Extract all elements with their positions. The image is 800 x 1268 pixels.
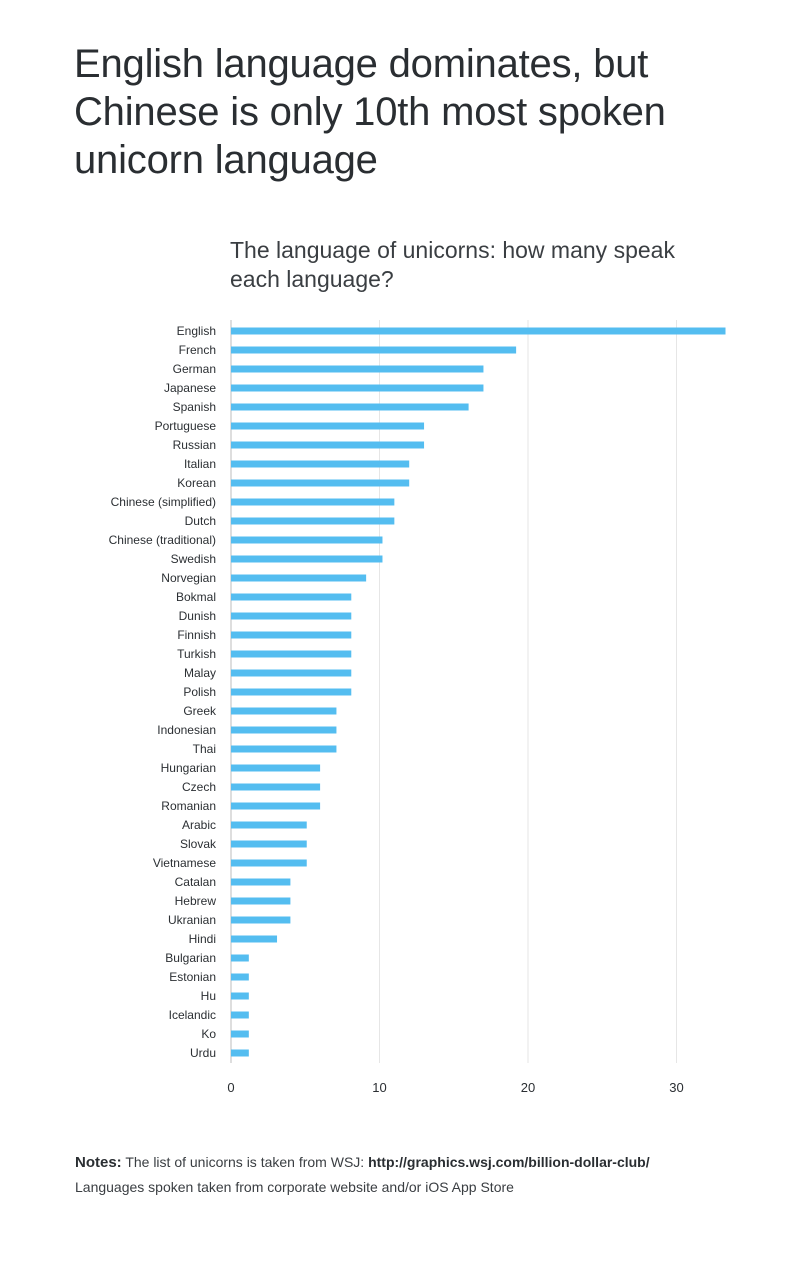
- category-label: Dutch: [185, 514, 216, 528]
- bar-polish: [231, 688, 352, 696]
- category-label: Chinese (traditional): [109, 533, 216, 547]
- x-tick-label: 20: [521, 1080, 535, 1095]
- bar-english: [231, 327, 726, 335]
- bar-arabic: [231, 821, 307, 829]
- bar-bokmal: [231, 593, 352, 601]
- bar-czech: [231, 783, 321, 791]
- category-label: Finnish: [177, 628, 216, 642]
- bar-slovak: [231, 840, 307, 848]
- bar-hungarian: [231, 764, 321, 772]
- category-label: Vietnamese: [153, 856, 216, 870]
- x-tick-label: 0: [227, 1080, 234, 1095]
- category-label: Chinese (simplified): [111, 495, 216, 509]
- bar-spanish: [231, 403, 469, 411]
- category-label: Dunish: [179, 609, 216, 623]
- category-label: German: [173, 362, 216, 376]
- bar-hu: [231, 992, 249, 1000]
- bar-vietnamese: [231, 859, 307, 867]
- category-label: Portuguese: [155, 419, 217, 433]
- category-label: Estonian: [169, 970, 216, 984]
- bar-swedish: [231, 555, 383, 563]
- notes-label: Notes:: [75, 1154, 122, 1171]
- category-label: French: [179, 343, 216, 357]
- category-label: Hungarian: [161, 761, 216, 775]
- category-label: Slovak: [180, 837, 217, 851]
- x-tick-labels: 0 10 20 30: [227, 1080, 683, 1095]
- category-label: Hindi: [189, 932, 216, 946]
- chart-title: The language of unicorns: how many speak…: [230, 237, 675, 292]
- bar-norvegian: [231, 574, 367, 582]
- bar-catalan: [231, 878, 291, 886]
- bar-portuguese: [231, 422, 425, 430]
- category-label: English: [177, 324, 216, 338]
- notes-source-text: The list of unicorns is taken from WSJ:: [125, 1154, 365, 1170]
- category-label: Arabic: [182, 818, 216, 832]
- bar-german: [231, 365, 484, 373]
- bar-icelandic: [231, 1011, 249, 1019]
- x-tick-label: 10: [372, 1080, 386, 1095]
- x-tick-label: 30: [669, 1080, 683, 1095]
- headline: English language dominates, but Chinese …: [74, 42, 666, 182]
- bar-chart: English French German Japanese Spanish Portug…: [109, 320, 726, 1095]
- bar-indonesian: [231, 726, 337, 734]
- category-label: Ukranian: [168, 913, 216, 927]
- category-label: Icelandic: [169, 1008, 216, 1022]
- category-label: Thai: [193, 742, 216, 756]
- category-label: Italian: [184, 457, 216, 471]
- bar-greek: [231, 707, 337, 715]
- bar-ukranian: [231, 916, 291, 924]
- category-label: Bulgarian: [165, 951, 216, 965]
- category-label: Hebrew: [175, 894, 217, 908]
- bar-chinese-traditional: [231, 536, 383, 544]
- bar-ko: [231, 1030, 249, 1038]
- category-labels: English French German Japanese Spanish Portug…: [109, 324, 217, 1060]
- category-label: Polish: [183, 685, 216, 699]
- bar-turkish: [231, 650, 352, 658]
- notes-source-url: http://graphics.wsj.com/billion-dollar-c…: [368, 1154, 650, 1170]
- notes-line-1: Notes: The list of unicorns is taken fro…: [75, 1150, 775, 1175]
- notes: Notes: The list of unicorns is taken fro…: [75, 1150, 775, 1199]
- category-label: Swedish: [171, 552, 216, 566]
- category-label: Catalan: [175, 875, 216, 889]
- category-label: Romanian: [161, 799, 216, 813]
- bar-malay: [231, 669, 352, 677]
- category-label: Korean: [177, 476, 216, 490]
- category-label: Japanese: [164, 381, 216, 395]
- bar-romanian: [231, 802, 321, 810]
- bar-chinese-simplified: [231, 498, 395, 506]
- bar-estonian: [231, 973, 249, 981]
- bar-bulgarian: [231, 954, 249, 962]
- category-label: Malay: [184, 666, 216, 680]
- bar-finnish: [231, 631, 352, 639]
- bar-korean: [231, 479, 410, 487]
- category-label: Ko: [201, 1027, 216, 1041]
- bar-russian: [231, 441, 425, 449]
- category-label: Hu: [201, 989, 216, 1003]
- bar-italian: [231, 460, 410, 468]
- category-label: Bokmal: [176, 590, 216, 604]
- bar-french: [231, 346, 517, 354]
- bar-japanese: [231, 384, 484, 392]
- category-label: Czech: [182, 780, 216, 794]
- category-label: Indonesian: [157, 723, 216, 737]
- bar-hindi: [231, 935, 278, 943]
- notes-line-2: Languages spoken taken from corporate we…: [75, 1179, 514, 1195]
- bar-dunish: [231, 612, 352, 620]
- bar-dutch: [231, 517, 395, 525]
- category-label: Greek: [183, 704, 217, 718]
- bar-urdu: [231, 1049, 249, 1057]
- category-label: Urdu: [190, 1046, 216, 1060]
- category-label: Turkish: [177, 647, 216, 661]
- category-label: Spanish: [173, 400, 216, 414]
- bar-thai: [231, 745, 337, 753]
- category-label: Russian: [173, 438, 216, 452]
- bar-hebrew: [231, 897, 291, 905]
- bars: [231, 327, 726, 1057]
- category-label: Norvegian: [161, 571, 216, 585]
